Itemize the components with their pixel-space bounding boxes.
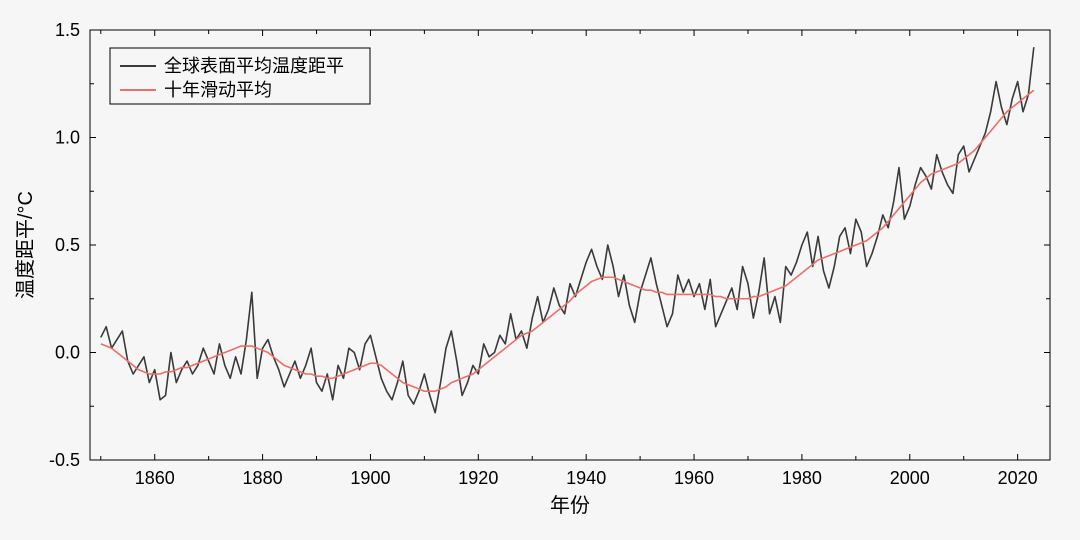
x-tick-label: 1860 (135, 468, 175, 488)
x-tick-label: 1940 (566, 468, 606, 488)
legend-label: 全球表面平均温度距平 (164, 56, 344, 76)
temperature-anomaly-chart: 1860 1880 1900 1920 1940 1960 1980 2000 2020 -0.5… (0, 0, 1080, 540)
legend-label: 十年滑动平均 (164, 80, 272, 100)
x-tick-label: 2020 (998, 468, 1038, 488)
y-tick-label: 0.5 (55, 235, 80, 255)
y-tick-label: 1.0 (55, 128, 80, 148)
y-tick-label: 1.5 (55, 20, 80, 40)
x-tick-label: 1920 (458, 468, 498, 488)
x-tick-label: 1900 (350, 468, 390, 488)
x-tick-label: 1980 (782, 468, 822, 488)
y-tick-label: 0.0 (55, 343, 80, 363)
y-tick-label: -0.5 (49, 450, 80, 470)
x-tick-label: 2000 (890, 468, 930, 488)
x-tick-label: 1960 (674, 468, 714, 488)
x-axis-title: 年份 (550, 494, 590, 517)
x-tick-label: 1880 (243, 468, 283, 488)
y-axis-title: 温度距平/°C (14, 191, 37, 299)
chart-svg: 1860 1880 1900 1920 1940 1960 1980 2000 2020 -0.5… (0, 0, 1080, 540)
